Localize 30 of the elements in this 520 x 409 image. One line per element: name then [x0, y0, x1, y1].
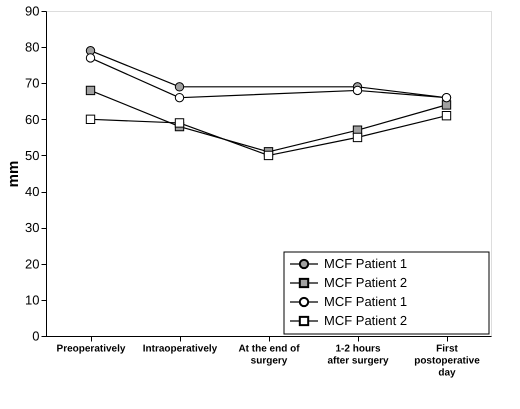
y-tick-label: 70	[25, 76, 40, 91]
x-tick-label: Intraoperatively	[142, 344, 218, 354]
point	[86, 114, 96, 124]
y-tick-label: 50	[25, 148, 40, 163]
legend-label: MCF Patient 1	[324, 256, 408, 271]
y-axis-title: mm	[5, 160, 22, 188]
point	[352, 86, 362, 96]
y-tick-label: 60	[25, 112, 40, 127]
legend-label: MCF Patient 1	[324, 294, 408, 309]
point	[86, 53, 96, 63]
y-tick-label: 20	[25, 256, 40, 272]
x-tick-label: First postoperative day	[414, 344, 480, 378]
y-tick-label: 30	[25, 220, 40, 236]
y-tick-label: 10	[25, 292, 40, 308]
point	[174, 82, 184, 92]
point	[442, 111, 452, 120]
point	[174, 92, 184, 102]
legend-label: MCF Patient 2	[324, 275, 408, 290]
point	[174, 118, 184, 128]
point	[264, 150, 274, 160]
x-tick-label: 1-2 hours after surgery	[327, 344, 390, 366]
y-tick-label: 80	[25, 40, 40, 55]
x-tick-label: At the end of surgery	[238, 344, 300, 366]
point	[86, 86, 96, 96]
legend-label: MCF Patient 2	[324, 313, 408, 328]
y-tick-label: 40	[25, 184, 40, 200]
y-tick-label: 0	[32, 328, 40, 344]
y-tick-label: 90	[25, 4, 40, 18]
x-tick-label: Preoperatively	[56, 344, 126, 354]
point	[352, 132, 362, 142]
